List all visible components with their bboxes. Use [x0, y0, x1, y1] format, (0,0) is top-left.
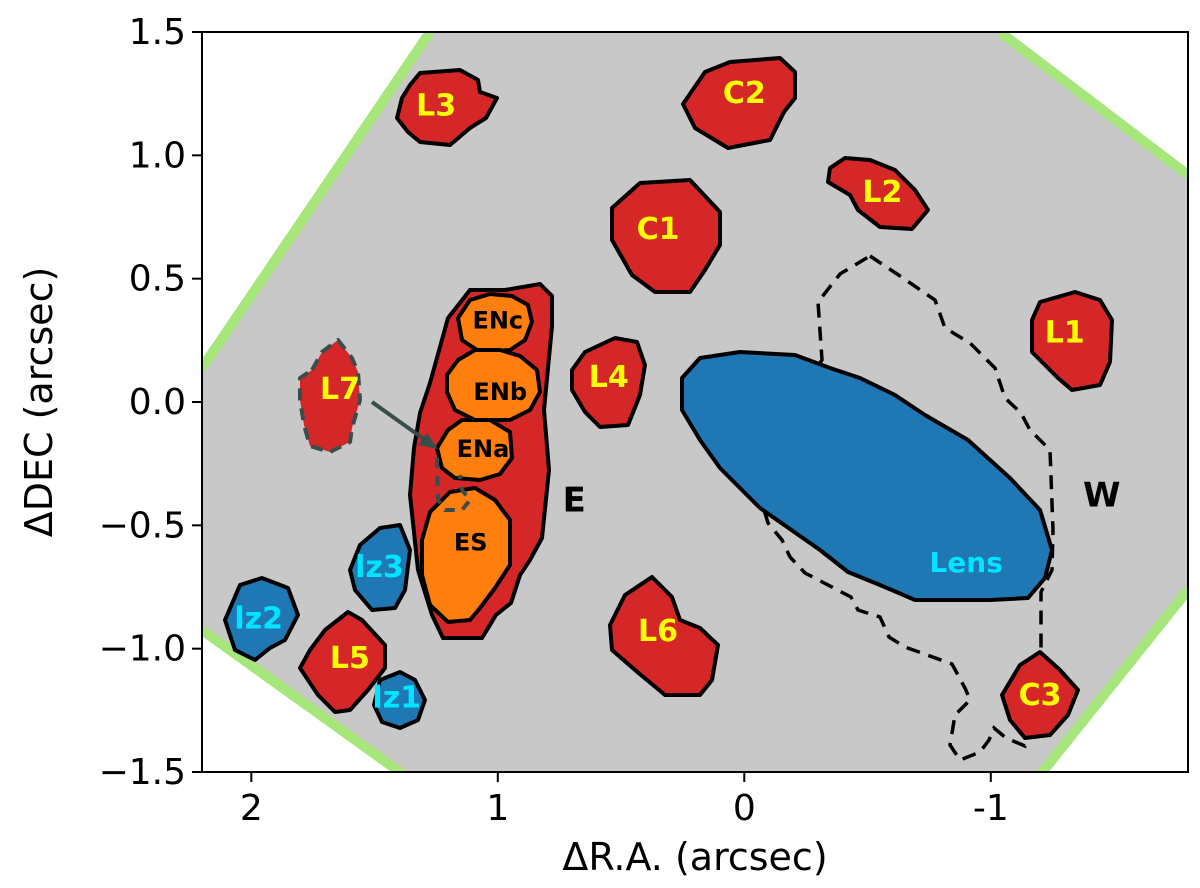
region-lz2	[223, 576, 300, 662]
region-l1	[1030, 290, 1114, 392]
region-label-es: ES	[454, 529, 488, 557]
x-axis-title: ΔR.A. (arcsec)	[562, 835, 827, 879]
region-lz1	[372, 670, 427, 730]
region-label-lens: Lens	[929, 546, 1002, 579]
contour-W	[760, 253, 1055, 763]
region-labels: L3 C2 L2 C1 L1 L4 L7 ENc ENb ENa ES Lens lz3 lz2 lz1L5…	[234, 76, 1084, 715]
region-label-enc: ENc	[472, 307, 523, 335]
region-label-lz3: lz3	[355, 550, 404, 585]
x-tick-label: -1	[973, 788, 1009, 829]
arrow-L7-to-ENa	[370, 400, 438, 449]
region-label-l7: L7	[320, 372, 360, 407]
x-tick-label: 2	[240, 788, 263, 829]
region-label-enb: ENb	[473, 378, 527, 406]
y-tick-label: −1.0	[99, 629, 186, 670]
region-l5	[298, 610, 387, 714]
region-l3	[395, 68, 499, 147]
y-axis-title: ΔDEC (arcsec)	[17, 267, 61, 538]
region-label-l4: L4	[589, 360, 629, 395]
region-label-c1: C1	[637, 212, 680, 247]
region-c1	[610, 178, 722, 294]
region-es	[420, 486, 512, 624]
field-edge-bottom-right	[1036, 586, 1188, 772]
plot-area	[202, 32, 1188, 772]
region-label-lz2: lz2	[234, 602, 283, 637]
y-tick-label: 0.5	[129, 259, 186, 300]
x-tick-label: 0	[733, 788, 756, 829]
region-label-l2: L2	[862, 175, 902, 210]
annotation-w: W	[1083, 476, 1121, 516]
region-label-lz1: lz1	[372, 681, 421, 716]
region-l6	[608, 575, 720, 697]
region-label-l6: L6	[638, 614, 678, 649]
region-label-ena: ENa	[457, 435, 510, 463]
ena-dashed-marker	[435, 457, 473, 512]
y-axis-ticks: 1.5 1.0 0.5 0.0 −0.5 −1.0 −1.5	[99, 12, 202, 793]
regions	[223, 56, 1114, 740]
region-c3	[1000, 650, 1080, 740]
y-tick-label: 1.0	[129, 135, 186, 176]
y-tick-label: 1.5	[129, 12, 186, 53]
region-l7	[298, 338, 362, 454]
x-tick-label: 1	[486, 788, 509, 829]
y-tick-label: −1.5	[99, 752, 186, 793]
annotation-e: E	[563, 481, 586, 521]
x-axis-ticks: 2 1 0 -1	[240, 772, 1009, 829]
region-label-l1: L1	[1045, 315, 1085, 350]
y-tick-label: 0.0	[129, 382, 186, 423]
region-l2	[826, 156, 930, 231]
region-enc	[456, 292, 534, 354]
region-label-l3: L3	[416, 89, 456, 124]
region-lz3	[348, 523, 412, 612]
region-label-l5: L5	[330, 641, 370, 676]
region-lens	[680, 350, 1054, 602]
region-l4	[570, 336, 647, 429]
region-label-c2: C2	[723, 76, 766, 111]
field-edge-top-right	[996, 32, 1188, 179]
region-enb	[445, 348, 542, 422]
region-ena	[435, 418, 514, 482]
field-edge-bottom-left	[202, 625, 407, 772]
region-c2	[681, 56, 797, 150]
field-edge-top-left	[202, 32, 435, 371]
region-label-c3: C3	[1019, 678, 1062, 713]
y-tick-label: −0.5	[99, 505, 186, 546]
